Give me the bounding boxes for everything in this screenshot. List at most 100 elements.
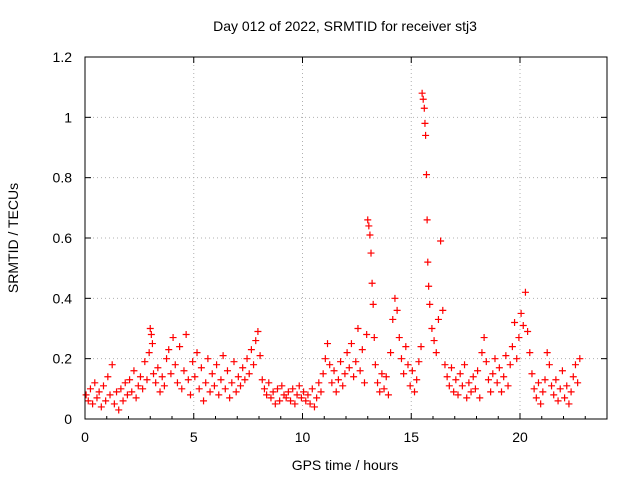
- data-point: [291, 400, 299, 408]
- data-point: [406, 382, 414, 390]
- data-point: [186, 391, 194, 399]
- data-point: [195, 385, 203, 393]
- data-point: [350, 373, 358, 381]
- data-point: [515, 334, 523, 342]
- data-point: [93, 394, 101, 402]
- data-point: [539, 388, 547, 396]
- data-point: [418, 89, 426, 97]
- data-point: [532, 394, 540, 402]
- x-tick-label: 15: [403, 429, 419, 445]
- data-point: [95, 388, 103, 396]
- data-point: [489, 370, 497, 378]
- data-point: [121, 379, 129, 387]
- data-point: [422, 171, 430, 179]
- data-point: [234, 373, 242, 381]
- data-point: [308, 385, 316, 393]
- data-point: [287, 397, 295, 405]
- data-point: [425, 282, 433, 290]
- data-point: [297, 394, 305, 402]
- data-point: [86, 385, 94, 393]
- data-point: [508, 343, 516, 351]
- data-point: [221, 385, 229, 393]
- data-point: [319, 370, 327, 378]
- data-point: [368, 279, 376, 287]
- data-point: [197, 364, 205, 372]
- data-point: [369, 300, 377, 308]
- data-point: [176, 343, 184, 351]
- data-point: [260, 385, 268, 393]
- data-point: [117, 385, 125, 393]
- data-point: [284, 388, 292, 396]
- data-point: [254, 328, 262, 336]
- data-point: [571, 361, 579, 369]
- data-point: [215, 391, 223, 399]
- data-point: [306, 400, 314, 408]
- data-point: [476, 394, 484, 402]
- data-point: [561, 394, 569, 402]
- data-point: [210, 382, 218, 390]
- data-point: [393, 306, 401, 314]
- data-point: [482, 358, 490, 366]
- data-point: [378, 370, 386, 378]
- data-point: [528, 370, 536, 378]
- data-point: [156, 388, 164, 396]
- data-point: [123, 391, 131, 399]
- data-point: [128, 388, 136, 396]
- data-point: [278, 382, 286, 390]
- data-point: [428, 325, 436, 332]
- data-point: [102, 397, 110, 405]
- data-point: [217, 376, 225, 384]
- data-point: [467, 388, 475, 396]
- data-point: [300, 388, 308, 396]
- x-tick-label: 20: [512, 429, 528, 445]
- chart-title: Day 012 of 2022, SRMTID for receiver stj…: [213, 18, 477, 34]
- data-point: [469, 373, 477, 381]
- data-point: [139, 385, 147, 393]
- data-point: [423, 216, 431, 224]
- data-point: [163, 355, 171, 363]
- data-point: [565, 400, 573, 408]
- data-point: [371, 361, 379, 369]
- data-point: [526, 349, 534, 357]
- y-tick-label: 1.2: [53, 49, 73, 65]
- data-point: [500, 373, 508, 381]
- data-point: [136, 373, 144, 381]
- data-point: [180, 367, 188, 375]
- data-point: [173, 379, 181, 387]
- data-point: [343, 349, 351, 357]
- data-point: [110, 400, 118, 408]
- data-point: [364, 216, 372, 224]
- data-point: [387, 349, 395, 357]
- data-point: [273, 385, 281, 393]
- y-tick-label: 0.6: [53, 230, 73, 246]
- data-point: [574, 379, 582, 387]
- x-tick-label: 10: [295, 429, 311, 445]
- data-point: [132, 394, 140, 402]
- data-point: [548, 382, 556, 390]
- data-point: [243, 355, 251, 363]
- data-point: [441, 361, 449, 369]
- data-point: [400, 370, 408, 378]
- data-point: [360, 379, 368, 387]
- data-point: [263, 391, 271, 399]
- data-point: [213, 361, 221, 369]
- data-point: [365, 222, 373, 230]
- data-point: [150, 370, 158, 378]
- data-point: [358, 346, 366, 354]
- data-point: [471, 385, 479, 393]
- data-point: [465, 379, 473, 387]
- data-point: [326, 361, 334, 369]
- data-point: [160, 382, 168, 390]
- x-tick-label: 0: [81, 429, 89, 445]
- data-point: [347, 340, 355, 348]
- data-point: [493, 379, 501, 387]
- data-point: [219, 352, 227, 360]
- data-point: [530, 385, 538, 393]
- data-point: [424, 258, 432, 266]
- data-point: [432, 349, 440, 357]
- data-point: [334, 376, 342, 384]
- data-point: [289, 385, 297, 393]
- data-point: [474, 367, 482, 375]
- data-point: [89, 400, 97, 408]
- data-point: [237, 382, 245, 390]
